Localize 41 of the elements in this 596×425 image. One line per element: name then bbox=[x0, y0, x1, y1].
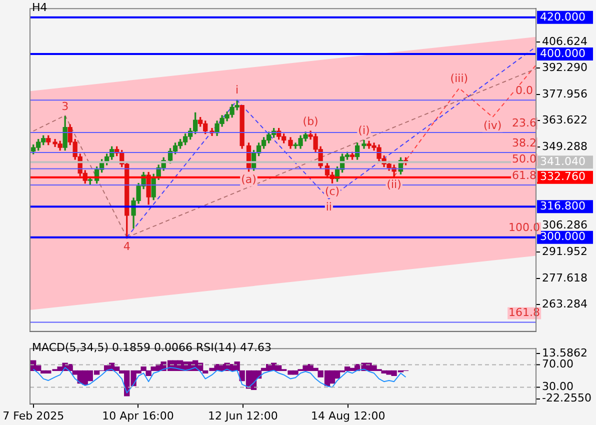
annotation: 0.0 bbox=[516, 84, 534, 97]
ref-line-label: 316.800 bbox=[540, 199, 586, 212]
annotation: i bbox=[236, 84, 239, 97]
ref-line-label: 420.000 bbox=[540, 10, 586, 24]
annotation: (i) bbox=[358, 124, 370, 138]
annotation: 38.2 bbox=[512, 136, 537, 150]
y-tick-label: 392.290 bbox=[542, 61, 588, 74]
y-tick-label: 377.956 bbox=[542, 87, 588, 100]
annotation: 4 bbox=[123, 240, 130, 254]
annotation: ii bbox=[326, 200, 332, 214]
x-tick-label: 7 Feb 2025 bbox=[2, 409, 64, 422]
annotation: 50.0 bbox=[512, 152, 537, 166]
ref-line-label: 332.760 bbox=[540, 170, 586, 184]
y2-tick-label: 70.00 bbox=[542, 358, 574, 371]
annotation: (iii) bbox=[450, 72, 468, 86]
ref-line-label: 300.000 bbox=[540, 230, 586, 244]
annotation: (iv) bbox=[484, 118, 502, 132]
annotation: 3 bbox=[62, 100, 69, 114]
x-tick-label: 12 Jun 12:00 bbox=[208, 409, 278, 422]
chart-title: H4 bbox=[32, 1, 48, 14]
chart-title: MACD(5,34,5) 0.1859 0.0066 RSI(14) 47.63 bbox=[32, 341, 272, 354]
y-tick-label: 306.286 bbox=[542, 218, 588, 232]
y2-tick-label: 30.00 bbox=[542, 380, 574, 394]
y-tick-label: 363.622 bbox=[542, 114, 588, 127]
ref-line-label: 400.000 bbox=[540, 46, 586, 60]
y-tick-label: 263.284 bbox=[542, 298, 588, 311]
annotation: 61.8 bbox=[512, 168, 537, 182]
x-tick-label: 14 Aug 12:00 bbox=[311, 409, 386, 422]
ref-line-label: 341.040 bbox=[540, 154, 586, 168]
y-tick-label: -22.2550 bbox=[542, 392, 592, 405]
annotation: (c) bbox=[324, 184, 340, 198]
annotation: (ii) bbox=[386, 178, 402, 192]
annotation: (b) bbox=[302, 114, 318, 128]
x-tick-label: 10 Apr 16:00 bbox=[102, 409, 174, 422]
y-tick-label: 291.952 bbox=[542, 244, 588, 258]
annotation: 23.6 bbox=[512, 116, 537, 130]
y-tick-label: 349.288 bbox=[542, 140, 588, 153]
y-tick-label: 406.624 bbox=[542, 34, 588, 48]
y-tick-label: 277.618 bbox=[542, 271, 588, 284]
y-tick-label: 13.5862 bbox=[542, 346, 588, 360]
annotation: (a) bbox=[241, 173, 256, 186]
